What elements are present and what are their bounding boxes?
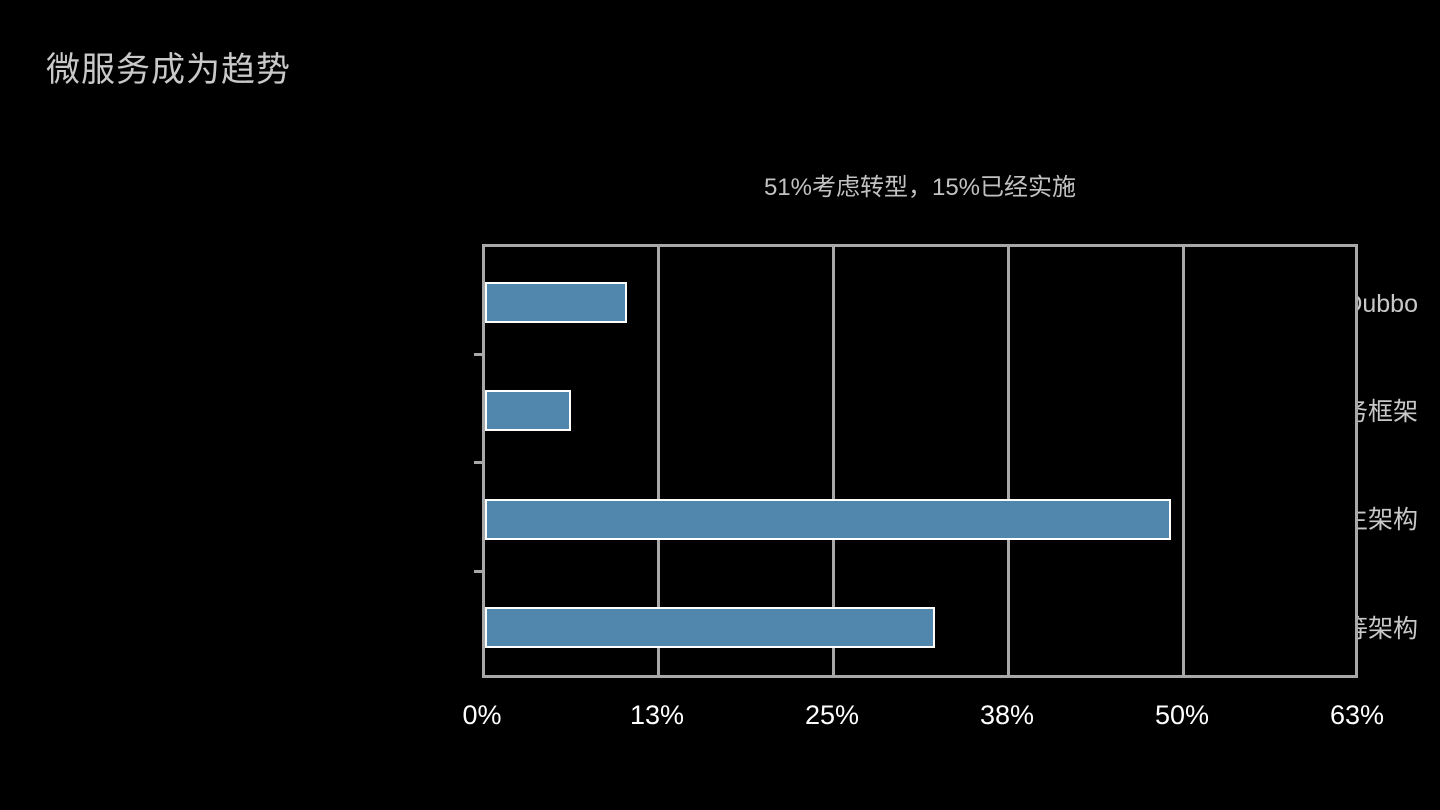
gridline-25	[832, 247, 835, 675]
x-axis-tick-label-3: 38%	[979, 700, 1035, 730]
x-axis-tick-label-0: 0%	[462, 700, 502, 730]
gridline-50	[1182, 247, 1185, 675]
bar-weblogic[interactable]	[485, 607, 935, 648]
bar-cloud-native[interactable]	[485, 499, 1171, 540]
bar-dubbo[interactable]	[485, 282, 627, 323]
x-axis-tick-label-1: 13%	[629, 700, 685, 730]
x-axis-tick-label-5: 63%	[1329, 700, 1385, 730]
y-axis-tick-1	[474, 353, 485, 356]
bar-spring-cloud[interactable]	[485, 390, 571, 431]
plot-area	[474, 244, 1358, 678]
x-axis-tick-label-2: 25%	[804, 700, 860, 730]
x-axis-tick-label-4: 50%	[1154, 700, 1210, 730]
gridline-38	[1007, 247, 1010, 675]
gridline-13	[657, 247, 660, 675]
chart-title: 51%考虑转型，15%已经实施	[763, 174, 1077, 201]
y-axis-tick-3	[474, 570, 485, 573]
y-axis-tick-2	[474, 461, 485, 464]
page-title: 微服务成为趋势	[46, 51, 291, 89]
